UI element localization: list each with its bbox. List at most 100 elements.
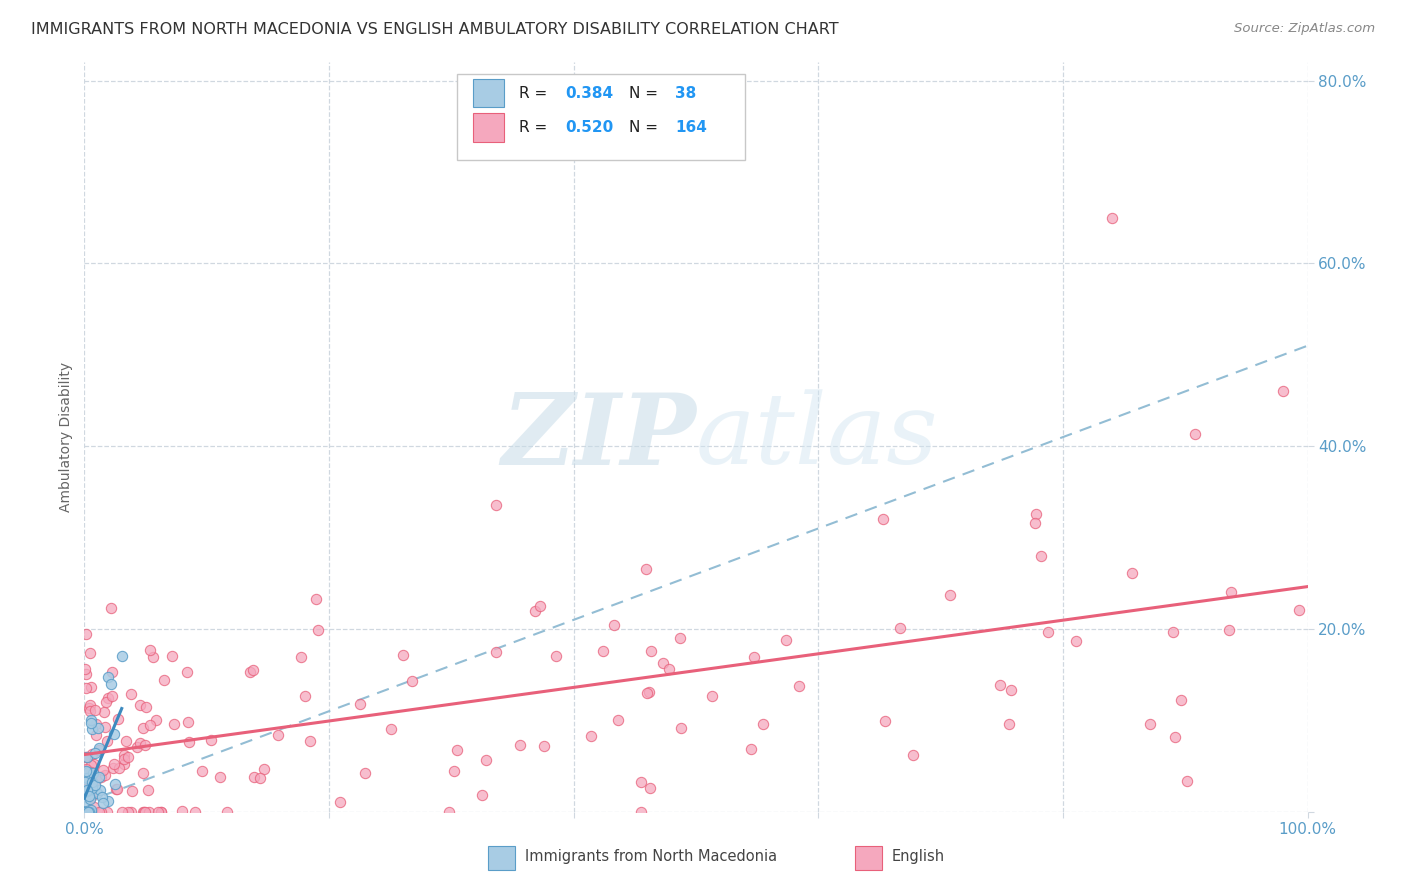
Text: 164: 164 <box>675 120 707 136</box>
Point <box>104 781 127 796</box>
Point <box>329 795 352 809</box>
Point <box>1218 623 1240 637</box>
Point <box>101 761 124 775</box>
Point <box>96 734 118 748</box>
Point <box>485 645 508 659</box>
Text: Immigrants from North Macedonia: Immigrants from North Macedonia <box>524 849 778 864</box>
Point <box>91 796 114 810</box>
Point <box>83 757 105 772</box>
Point <box>901 748 924 763</box>
Text: IMMIGRANTS FROM NORTH MACEDONIA VS ENGLISH AMBULATORY DISABILITY CORRELATION CHA: IMMIGRANTS FROM NORTH MACEDONIA VS ENGLI… <box>31 22 838 37</box>
Point <box>73 750 96 764</box>
Point <box>401 674 423 689</box>
Point <box>87 805 110 819</box>
Point <box>103 727 125 741</box>
Text: 38: 38 <box>675 86 696 101</box>
Point <box>775 633 797 648</box>
Point <box>84 773 107 788</box>
Point <box>640 780 662 795</box>
Point <box>437 805 460 819</box>
Point <box>111 805 134 819</box>
Point <box>120 805 142 819</box>
Point <box>524 604 547 618</box>
Point <box>135 700 157 714</box>
Point <box>471 788 494 802</box>
Point <box>475 753 498 767</box>
Point <box>84 779 107 793</box>
Point <box>249 771 271 785</box>
Point <box>77 805 100 819</box>
Point <box>132 805 155 819</box>
Point <box>86 717 108 731</box>
Point <box>97 794 120 808</box>
Point <box>998 716 1021 731</box>
Point <box>153 673 176 688</box>
Point <box>76 765 98 780</box>
Point <box>630 805 652 819</box>
Point <box>242 663 264 677</box>
Point <box>86 785 108 799</box>
Point <box>603 618 626 632</box>
Point <box>80 775 103 789</box>
Point <box>103 757 125 772</box>
Text: English: English <box>891 849 945 864</box>
Point <box>83 703 105 717</box>
Point <box>1036 625 1059 640</box>
Point <box>636 562 658 576</box>
Point <box>172 804 194 818</box>
Point <box>125 740 148 755</box>
Text: R =: R = <box>519 86 551 101</box>
Point <box>89 783 111 797</box>
Point <box>789 680 811 694</box>
Text: 0.384: 0.384 <box>565 86 613 101</box>
Point <box>668 631 690 645</box>
Point <box>75 764 97 779</box>
Point <box>579 729 602 743</box>
Point <box>669 721 692 735</box>
Point <box>1272 384 1295 399</box>
Point <box>700 689 723 703</box>
Point <box>80 779 103 793</box>
Point <box>1161 624 1184 639</box>
Point <box>100 676 122 690</box>
Point <box>80 722 103 736</box>
Point <box>97 691 120 706</box>
Point <box>208 770 231 784</box>
Point <box>112 747 135 762</box>
Point <box>177 714 200 729</box>
Point <box>988 678 1011 692</box>
Point <box>1184 427 1206 442</box>
Text: R =: R = <box>519 120 551 136</box>
Point <box>129 736 152 750</box>
Point <box>93 705 115 719</box>
Point <box>184 805 207 819</box>
Point <box>939 588 962 602</box>
Point <box>132 805 155 819</box>
Point <box>607 714 630 728</box>
Point <box>97 669 120 683</box>
Point <box>73 805 96 819</box>
Point <box>111 649 134 664</box>
Point <box>75 762 97 776</box>
Point <box>104 777 127 791</box>
Point <box>162 648 184 663</box>
Point <box>136 783 159 797</box>
Point <box>75 666 97 681</box>
Text: N =: N = <box>628 120 662 136</box>
Point <box>889 621 911 635</box>
Text: N =: N = <box>628 86 662 101</box>
Point <box>1101 211 1123 225</box>
Point <box>77 805 100 819</box>
Point <box>75 793 97 807</box>
Point <box>299 733 322 747</box>
Point <box>349 697 371 711</box>
Point <box>636 686 658 700</box>
Point <box>134 805 156 819</box>
Point <box>176 665 198 680</box>
Point <box>117 750 139 764</box>
Point <box>82 781 104 796</box>
Point <box>105 781 128 796</box>
Point <box>253 763 276 777</box>
Point <box>79 805 101 819</box>
Point <box>82 747 104 761</box>
